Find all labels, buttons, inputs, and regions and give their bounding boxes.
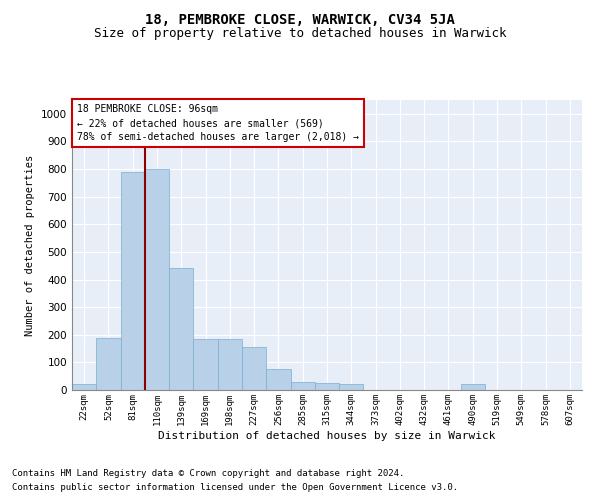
Bar [339, 384, 364, 390]
Bar [266, 370, 290, 390]
Bar [218, 339, 242, 390]
Bar [169, 268, 193, 390]
Bar [242, 347, 266, 390]
Text: 18, PEMBROKE CLOSE, WARWICK, CV34 5JA: 18, PEMBROKE CLOSE, WARWICK, CV34 5JA [145, 12, 455, 26]
Text: Contains HM Land Registry data © Crown copyright and database right 2024.: Contains HM Land Registry data © Crown c… [12, 468, 404, 477]
Y-axis label: Number of detached properties: Number of detached properties [25, 154, 35, 336]
Text: Contains public sector information licensed under the Open Government Licence v3: Contains public sector information licen… [12, 484, 458, 492]
Bar [315, 383, 339, 390]
Bar [72, 384, 96, 390]
Bar [96, 338, 121, 390]
Bar [145, 169, 169, 390]
Text: 18 PEMBROKE CLOSE: 96sqm
← 22% of detached houses are smaller (569)
78% of semi-: 18 PEMBROKE CLOSE: 96sqm ← 22% of detach… [77, 104, 359, 142]
Bar [290, 382, 315, 390]
X-axis label: Distribution of detached houses by size in Warwick: Distribution of detached houses by size … [158, 430, 496, 440]
Bar [461, 384, 485, 390]
Bar [193, 339, 218, 390]
Text: Size of property relative to detached houses in Warwick: Size of property relative to detached ho… [94, 28, 506, 40]
Bar [121, 172, 145, 390]
